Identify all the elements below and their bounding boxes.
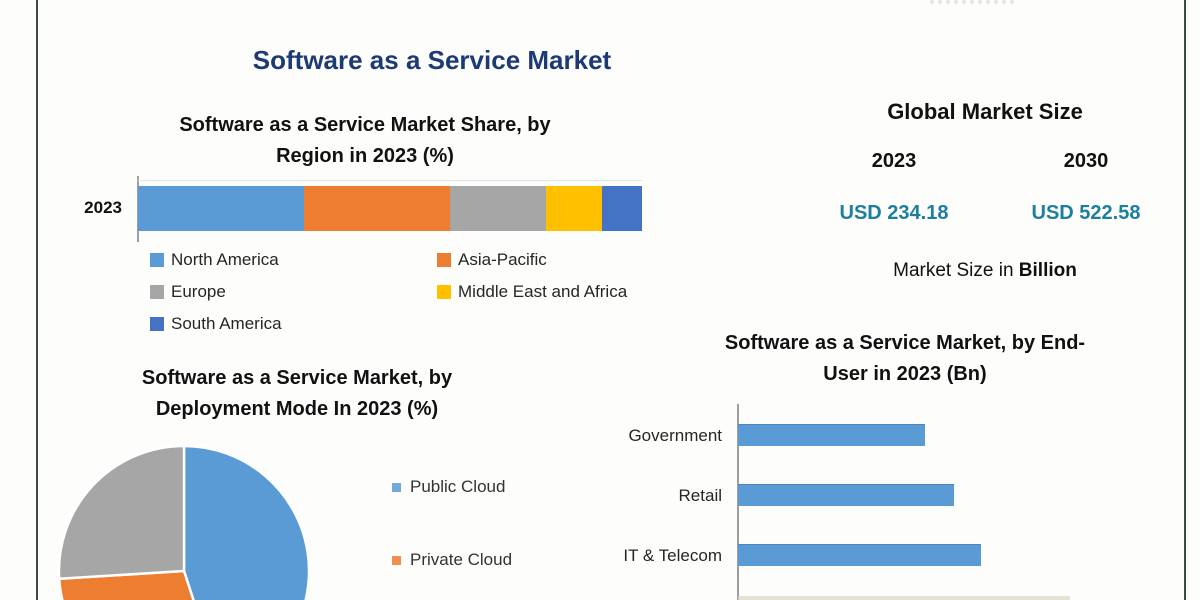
legend-label: Private Cloud (410, 550, 513, 569)
region-segment-north-america (138, 186, 305, 231)
pie-chart-title-line2: Deployment Mode In 2023 (%) (155, 398, 439, 420)
pie-chart-title-line1: Software as a Service Market, by (141, 367, 453, 389)
end-user-bar-cropped (738, 596, 1070, 600)
legend-item-private-cloud: Private Cloud (392, 550, 512, 570)
region-segment-middle-east-and-africa (546, 186, 602, 231)
frame-border-left (36, 0, 38, 600)
legend-item-middle-east-africa: Middle East and Africa (437, 282, 627, 302)
market-size-year-2030: 2030 (1063, 150, 1109, 172)
caption-text: Market Size in (893, 260, 1014, 281)
end-user-bar-retail (738, 484, 954, 506)
legend-item-europe: Europe (150, 282, 226, 302)
end-user-label-government: Government (628, 426, 722, 445)
deployment-pie-chart (57, 444, 311, 600)
europe-swatch-icon (150, 285, 164, 299)
caption-bold-text: Billion (1018, 260, 1077, 281)
legend-item-public-cloud: Public Cloud (392, 477, 505, 497)
south-america-swatch-icon (150, 317, 164, 331)
market-size-value-2030: USD 522.58 (1031, 202, 1141, 224)
region-chart-title-line1: Software as a Service Market Share, by (179, 114, 551, 136)
end-user-chart-title-line1: Software as a Service Market, by End- (724, 332, 1086, 354)
region-segment-asia-pacific (304, 186, 451, 231)
pie-slice-unlabeled (57, 444, 186, 581)
legend-label: South America (171, 314, 282, 333)
market-size-value-2023: USD 234.18 (839, 202, 949, 224)
legend-item-south-america: South America (150, 314, 282, 334)
region-plot-border (138, 180, 642, 181)
end-user-label-it-telecom: IT & Telecom (623, 546, 722, 565)
end-user-chart-title: Software as a Service Market, by End- Us… (655, 328, 1155, 390)
pie-chart-title: Software as a Service Market, by Deploym… (47, 363, 547, 425)
frame-border-right (1184, 0, 1186, 600)
market-size-heading: Global Market Size (887, 99, 1083, 124)
market-size-year-2023: 2023 (871, 150, 917, 172)
legend-item-north-america: North America (150, 250, 279, 270)
cropped-watermark (930, 0, 1014, 9)
pie-slice-public-cloud (182, 444, 311, 600)
page-title: Software as a Service Market (252, 45, 612, 75)
region-segment-europe (450, 186, 547, 231)
end-user-label-retail: Retail (678, 486, 722, 505)
legend-label: Middle East and Africa (458, 282, 628, 301)
region-stacked-bar (138, 186, 642, 231)
public-cloud-swatch-icon (392, 482, 401, 492)
region-chart-title-line2: Region in 2023 (%) (276, 145, 454, 167)
market-size-caption: Market Size in Billion (785, 260, 1185, 282)
pie-slice-private-cloud (57, 569, 195, 600)
end-user-chart-title-line2: User in 2023 (Bn) (823, 363, 987, 385)
middle-east-africa-swatch-icon (437, 285, 451, 299)
end-user-bar-it-telecom (738, 544, 981, 566)
legend-item-asia-pacific: Asia-Pacific (437, 250, 547, 270)
legend-label: Europe (171, 282, 226, 301)
legend-label: Asia-Pacific (458, 250, 547, 269)
private-cloud-swatch-icon (392, 555, 401, 565)
north-america-swatch-icon (150, 253, 164, 267)
asia-pacific-swatch-icon (437, 253, 451, 267)
region-category-label: 2023 (84, 198, 122, 217)
legend-label: North America (171, 250, 279, 269)
legend-label: Public Cloud (410, 477, 506, 496)
region-chart-title: Software as a Service Market Share, by R… (85, 110, 645, 172)
end-user-bar-government (738, 424, 925, 446)
region-segment-south-america (601, 186, 642, 231)
